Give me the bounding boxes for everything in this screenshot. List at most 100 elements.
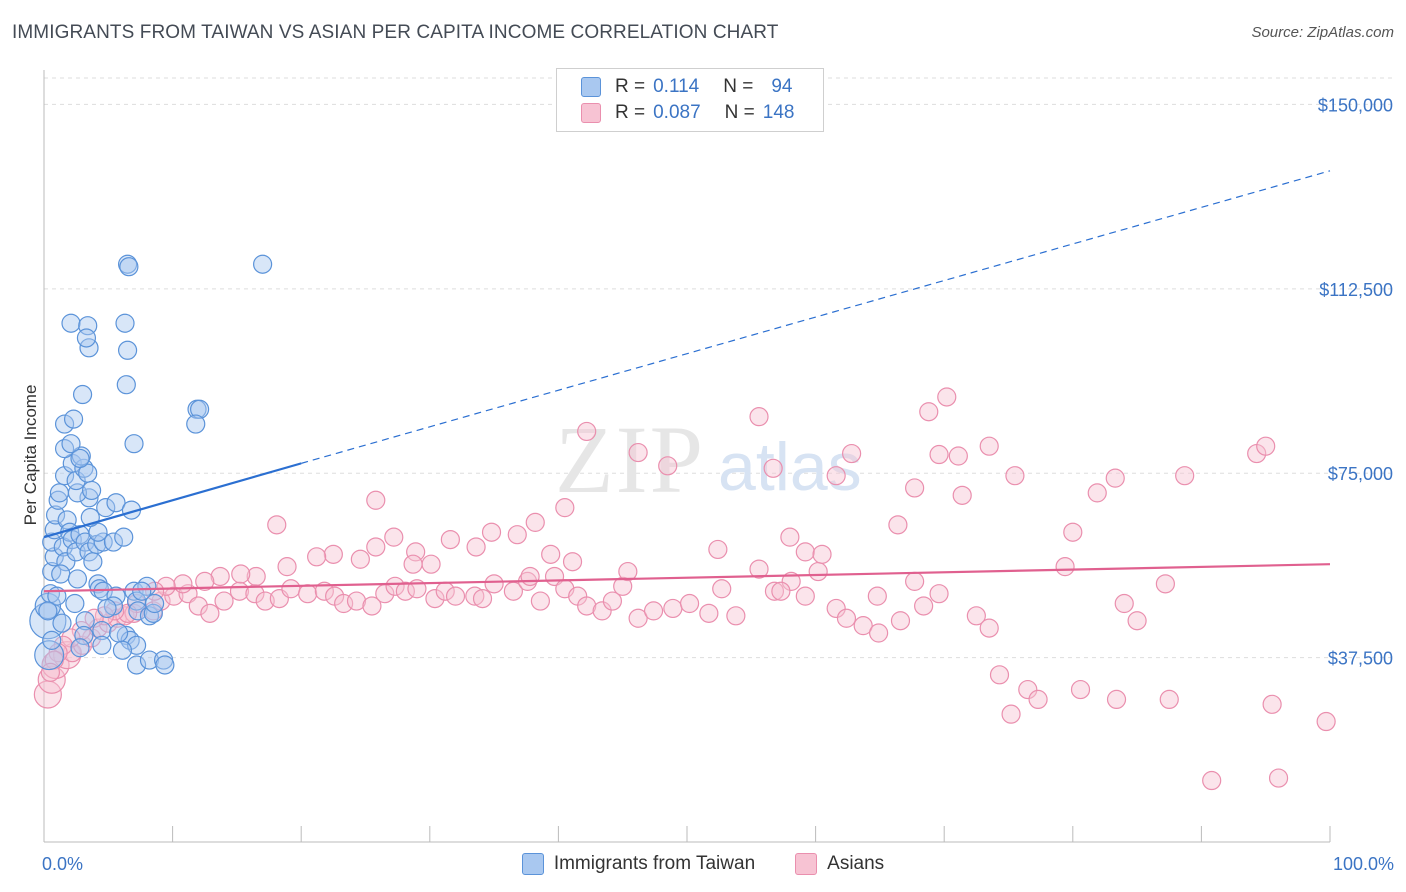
taiwan-point [61, 313, 81, 333]
asians-point [781, 571, 801, 591]
asians-point [472, 588, 493, 609]
asians-point [525, 512, 545, 532]
taiwan-point [83, 552, 103, 572]
asians-point [481, 522, 502, 542]
legend-swatch-asians [581, 103, 601, 123]
asians-point [795, 586, 815, 606]
asians-point [307, 547, 327, 567]
asians-point [71, 620, 91, 641]
asians-point [200, 603, 220, 623]
asians-point [658, 456, 678, 476]
asians-point [507, 525, 527, 545]
asians-point [989, 665, 1010, 685]
taiwan-point [63, 409, 84, 429]
asians-point [952, 485, 972, 505]
asians-point [1005, 466, 1025, 486]
taiwan-point [54, 414, 75, 434]
taiwan-point [120, 630, 140, 650]
taiwan-point [114, 527, 134, 547]
taiwan-point [103, 532, 124, 552]
asians-point [350, 549, 370, 569]
taiwan-point [92, 620, 112, 641]
asians-point [836, 608, 857, 628]
legend-n-value: 148 [762, 102, 795, 123]
taiwan-point [52, 613, 72, 633]
asians-point [1105, 468, 1125, 488]
taiwan-point [76, 328, 97, 348]
taiwan-point [75, 611, 95, 631]
watermark-zip: ZIP [555, 406, 705, 513]
asians-point [1018, 679, 1038, 700]
taiwan-point [115, 313, 135, 333]
stats-legend: R = 0.114 N = 94 R = 0.087 N = 148 [556, 68, 824, 132]
legend-label-asians: Asians [827, 853, 885, 874]
taiwan-point [139, 650, 160, 670]
asians-point [362, 596, 382, 616]
legend-swatch-taiwan [581, 77, 601, 97]
asians-point [890, 611, 911, 631]
asians-point [905, 478, 925, 498]
asians-point [173, 574, 193, 594]
asians-point [613, 576, 633, 596]
asians-point [366, 490, 386, 510]
asians-point [1159, 689, 1179, 710]
taiwan-point [61, 434, 81, 454]
asians-point [1268, 768, 1289, 788]
asians-point [929, 584, 949, 604]
taiwan-point [38, 601, 58, 621]
x-tick-label: 100.0% [1333, 854, 1394, 874]
watermark: ZIP atlas [555, 406, 862, 513]
asians-point [255, 591, 275, 611]
asians-point [245, 584, 265, 604]
asians-point [445, 586, 466, 606]
legend-n-label: N = [723, 76, 754, 97]
asians-point [708, 539, 728, 560]
asians-point [929, 444, 949, 465]
legend-item-taiwan[interactable]: Immigrants from Taiwan [521, 853, 756, 875]
asians-point [465, 586, 485, 606]
asians-point [948, 446, 968, 466]
asians-point [712, 579, 732, 599]
asians-point [541, 544, 561, 564]
asians-point [1262, 694, 1282, 714]
taiwan-point [72, 384, 93, 405]
asians-point [771, 581, 791, 601]
taiwan-trend-line [43, 462, 302, 539]
asians-point [210, 566, 230, 587]
taiwan-point [119, 257, 139, 277]
taiwan-point [45, 505, 66, 525]
legend-swatch-asians [795, 853, 818, 875]
x-tick-label: 0.0% [42, 854, 83, 874]
asians-point [628, 442, 648, 463]
taiwan-point [51, 564, 71, 584]
taiwan-point [79, 488, 99, 508]
asians-point [764, 581, 785, 601]
asians-point [699, 603, 719, 623]
asians-point [663, 598, 683, 619]
y-tick-label: $37,500 [1328, 649, 1393, 669]
taiwan-point [70, 448, 90, 469]
legend-n-value: 94 [771, 76, 793, 97]
asians-point [808, 561, 828, 582]
y-tick-label: $75,000 [1328, 464, 1393, 484]
legend-row-taiwan: R = 0.114 N = 94 [581, 75, 793, 99]
legend-r-value: 0.087 [653, 102, 701, 123]
asians-point [1106, 689, 1127, 710]
taiwan-point [155, 655, 175, 675]
taiwan-point [74, 625, 94, 646]
asians-point [1087, 483, 1107, 503]
asians-point [763, 458, 783, 478]
asians-point [1175, 466, 1195, 486]
asians-point [156, 576, 176, 596]
legend-item-asians[interactable]: Asians [795, 853, 884, 875]
legend-label-taiwan: Immigrants from Taiwan [553, 853, 756, 874]
asians-point [403, 554, 423, 574]
asians-point [1028, 689, 1048, 710]
asians-point [214, 591, 234, 611]
asians-point [188, 596, 208, 616]
source-label: Source: ZipAtlas.com [1251, 24, 1394, 41]
asians-point [1001, 704, 1021, 724]
asians-point [914, 596, 934, 616]
asians-point [869, 623, 889, 643]
